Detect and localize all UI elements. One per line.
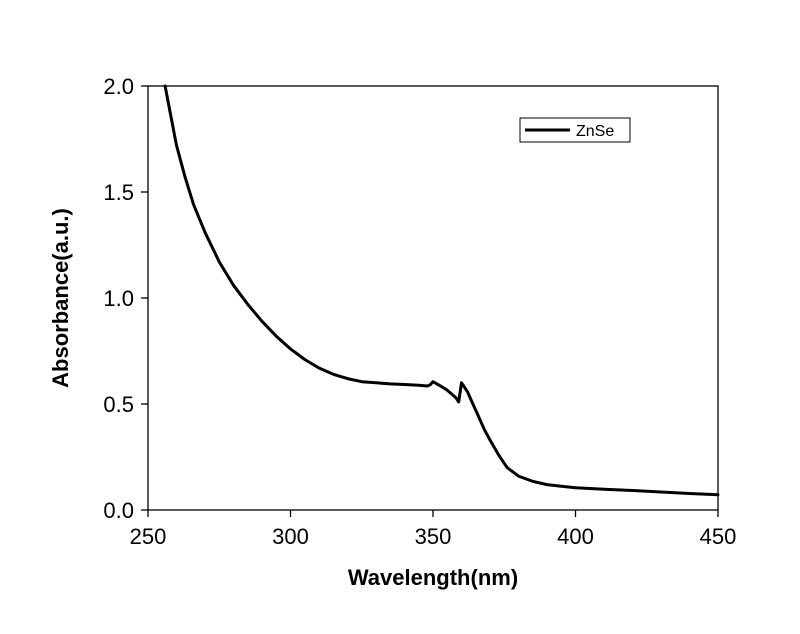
- x-tick-label-350: 350: [415, 524, 452, 549]
- plot-frame: [147, 85, 719, 511]
- legend-box: [519, 117, 631, 143]
- legend-label-zinc-selenide: ZnSe: [576, 123, 614, 140]
- y-axis-title: Absorbance(a.u.): [48, 208, 73, 388]
- x-tick-label-400: 400: [557, 524, 594, 549]
- axis-tick-labels: 250 300 350 400 450 0.0 0.5 1.0 1.5 2.0: [103, 74, 736, 549]
- axis-ticks: [141, 85, 719, 517]
- x-tick-label-450: 450: [700, 524, 737, 549]
- y-tick-label-0: 0.0: [103, 498, 134, 523]
- x-axis-title: Wavelength(nm): [348, 565, 518, 590]
- x-tick-label-300: 300: [272, 524, 309, 549]
- y-tick-label-0-5: 0.5: [103, 392, 134, 417]
- y-tick-label-1: 1.0: [103, 286, 134, 311]
- legend: ZnSe: [519, 117, 631, 143]
- series-layer: [163, 84, 720, 497]
- y-tick-label-2: 2.0: [103, 74, 134, 99]
- y-tick-label-1-5: 1.5: [103, 180, 134, 205]
- series-line-0: [163, 84, 720, 497]
- x-tick-label-250: 250: [130, 524, 167, 549]
